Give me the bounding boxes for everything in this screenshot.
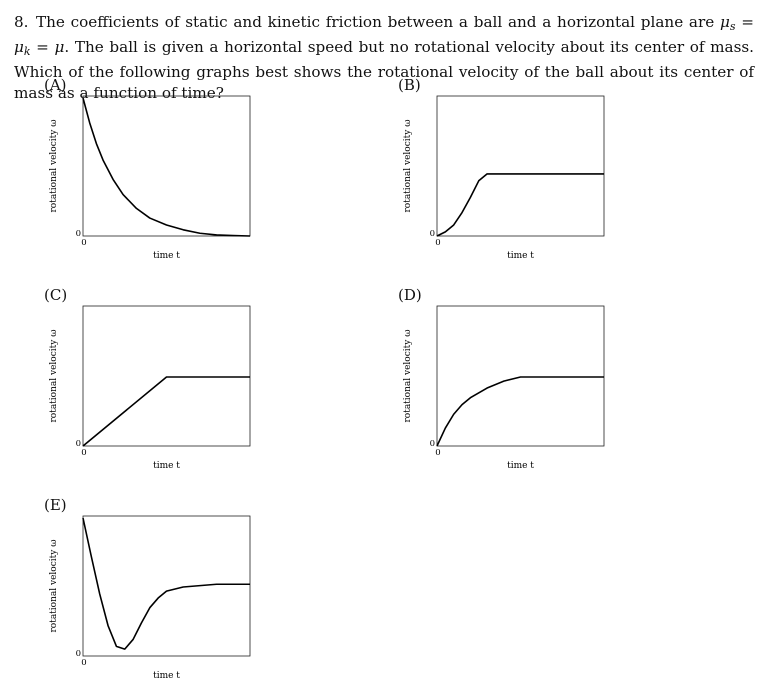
graph-svg-d: rotational velocity ω time t 00	[403, 305, 605, 471]
x-axis-label-d: time t	[507, 461, 534, 471]
plot-frame-d	[436, 305, 605, 447]
question-number: 8.	[14, 13, 29, 31]
graph-svg-a: rotational velocity ω time t 00	[49, 95, 251, 261]
math-equals-1: =	[735, 13, 755, 31]
plot-frame-a	[82, 95, 251, 237]
question-text: 8. The coefficients of static and kinetic…	[14, 12, 754, 104]
series-line-c	[82, 376, 250, 447]
series-line-b	[436, 173, 604, 237]
x-tick-label-c: 0	[81, 448, 86, 458]
math-mu-s: μ	[720, 13, 730, 31]
plot-frame-e	[82, 515, 251, 657]
series-line-d	[436, 376, 604, 447]
x-tick-label-e: 0	[81, 658, 86, 668]
series-line-a	[82, 97, 251, 237]
x-axis-label-a: time t	[153, 251, 180, 261]
option-label-c: (C)	[44, 286, 68, 304]
y-axis-label-e: rotational velocity ω	[49, 539, 59, 632]
y-axis-label-d: rotational velocity ω	[403, 329, 413, 422]
graph-svg-b: rotational velocity ω time t 00	[403, 95, 605, 261]
y-tick-label-b: 0	[430, 229, 435, 239]
y-axis-label-a: rotational velocity ω	[49, 119, 59, 212]
graph-svg-e: rotational velocity ω time t 00	[49, 515, 251, 681]
question-text-part-2: . The ball is given a horizontal speed b…	[14, 38, 754, 102]
plot-frame-b	[436, 95, 605, 237]
math-mu: μ	[54, 38, 65, 56]
x-tick-label-a: 0	[81, 238, 86, 248]
math-equals-2: =	[30, 38, 55, 56]
y-axis-label-b: rotational velocity ω	[403, 119, 413, 212]
x-tick-label-d: 0	[435, 448, 440, 458]
option-label-a: (A)	[44, 76, 67, 94]
math-sub-k: k	[23, 45, 31, 58]
math-sub-s: s	[729, 20, 736, 33]
x-tick-label-b: 0	[435, 238, 440, 248]
option-label-b: (B)	[398, 76, 421, 94]
x-axis-label-e: time t	[153, 671, 180, 681]
x-axis-label-c: time t	[153, 461, 180, 471]
plot-frame-c	[82, 305, 251, 447]
question-text-part-1: The coefficients of static and kinetic f…	[36, 13, 720, 31]
y-tick-label-a: 0	[76, 229, 81, 239]
math-mu-k: μ	[14, 38, 24, 56]
y-axis-label-c: rotational velocity ω	[49, 329, 59, 422]
option-label-d: (D)	[398, 286, 422, 304]
series-line-e	[82, 517, 250, 650]
y-tick-label-e: 0	[76, 649, 81, 659]
y-tick-label-c: 0	[76, 439, 81, 449]
x-axis-label-b: time t	[507, 251, 534, 261]
graph-svg-c: rotational velocity ω time t 00	[49, 305, 251, 471]
option-label-e: (E)	[44, 496, 67, 514]
y-tick-label-d: 0	[430, 439, 435, 449]
